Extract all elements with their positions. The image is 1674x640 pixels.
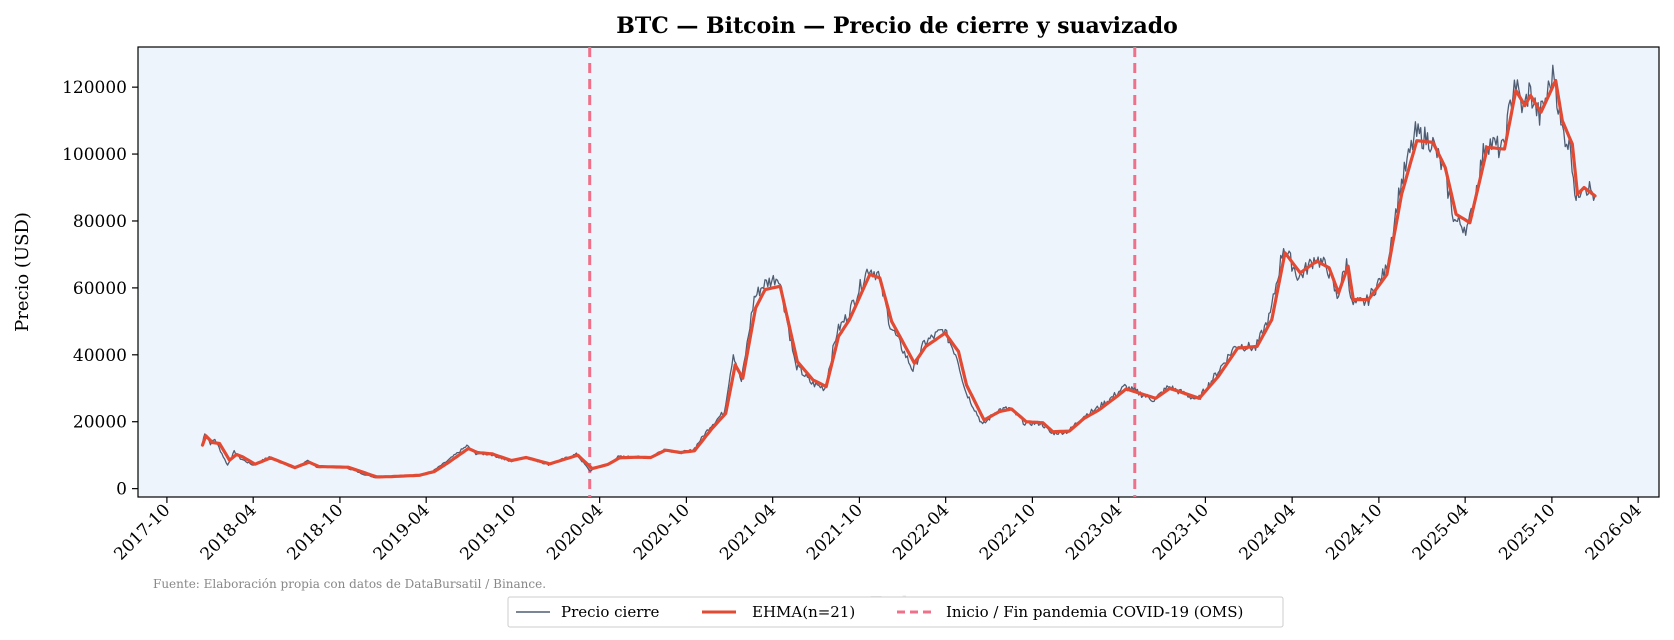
y-tick-label: 120000: [62, 78, 127, 98]
x-tick-label: 2026-04: [1582, 500, 1646, 564]
x-tick-label: 2017-10: [110, 500, 174, 564]
plot-area: [137, 46, 1660, 498]
legend: Precio cierre EHMA(n=21) Inicio / Fin pa…: [507, 596, 1284, 628]
x-tick-label: 2024-10: [1322, 500, 1386, 564]
x-tick-label: 2018-10: [283, 500, 347, 564]
series-group: [200, 64, 1597, 479]
legend-label-close: Precio cierre: [561, 603, 660, 621]
x-tick-label: 2022-04: [889, 500, 953, 564]
y-axis: 0 20000 40000 60000 80000 100000 120000: [62, 78, 138, 500]
y-tick-label: 100000: [62, 145, 127, 165]
x-axis: 2017-10 2018-04 2018-10 2019-04 2019-10 2020-…: [110, 497, 1646, 564]
y-tick-label: 20000: [73, 413, 127, 433]
y-tick-label: 80000: [73, 212, 127, 232]
x-tick-label: 2019-10: [456, 500, 520, 564]
x-tick-label: 2023-10: [1149, 500, 1213, 564]
x-tick-label: 2019-04: [370, 500, 434, 564]
y-tick-label: 0: [116, 480, 127, 500]
y-tick-label: 60000: [73, 279, 127, 299]
x-tick-label: 2020-04: [543, 500, 607, 564]
x-tick-label: 2021-04: [716, 500, 780, 564]
series-line-ehma: [200, 78, 1597, 479]
x-tick-label: 2018-04: [197, 500, 261, 564]
source-note: Fuente: Elaboración propia con datos de …: [153, 577, 546, 591]
x-tick-label: 2025-10: [1495, 500, 1559, 564]
legend-label-ehma: EHMA(n=21): [752, 603, 855, 621]
x-tick-label: 2021-10: [803, 500, 867, 564]
legend-label-covid: Inicio / Fin pandemia COVID-19 (OMS): [946, 603, 1243, 621]
covid-lines-group: [588, 47, 1137, 497]
y-axis-title: Precio (USD): [12, 212, 33, 332]
x-tick-label: 2024-04: [1236, 500, 1300, 564]
chart-title: BTC — Bitcoin — Precio de cierre y suavi…: [616, 13, 1178, 39]
legend-frame: [507, 596, 1284, 628]
y-tick-label: 40000: [73, 346, 127, 366]
x-tick-label: 2023-04: [1062, 500, 1126, 564]
x-tick-label: 2025-04: [1409, 500, 1473, 564]
x-tick-label: 2022-10: [976, 500, 1040, 564]
x-tick-label: 2020-10: [630, 500, 694, 564]
